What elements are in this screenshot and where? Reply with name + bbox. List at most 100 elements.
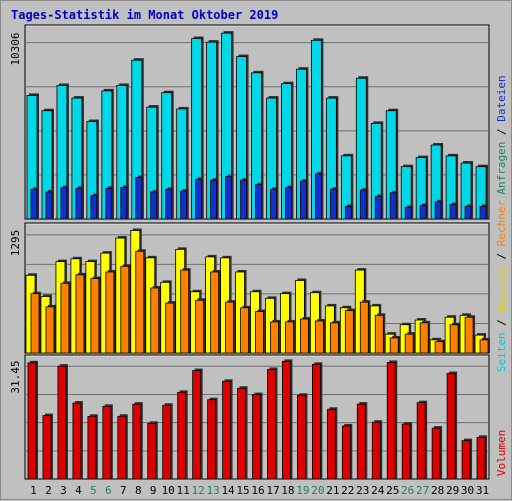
- bar-volumen-day-21: [326, 408, 336, 480]
- legend-anfragen-dateien-part-3: Dateien: [495, 75, 508, 121]
- bar-volumen-day-3: [57, 365, 67, 480]
- bar-rechner-day-21: [329, 322, 339, 354]
- bar-volumen-day-18: [282, 360, 291, 480]
- x-tick-label-day-2: 2: [45, 484, 52, 497]
- bar-rechner-day-18: [285, 321, 294, 354]
- x-tick-label-day-10: 10: [162, 484, 175, 497]
- bar-dateien-day-12: [195, 178, 203, 220]
- bar-volumen-day-11: [177, 391, 187, 480]
- bar-dateien-day-16: [255, 184, 262, 220]
- bar-volumen-day-19: [297, 394, 306, 480]
- x-tick-label-day-30: 30: [461, 484, 474, 497]
- x-tick-label-day-14: 14: [221, 484, 235, 497]
- bar-rechner-day-10: [165, 302, 175, 354]
- bar-dateien-day-4: [75, 187, 83, 220]
- bar-dateien-day-17: [270, 188, 277, 220]
- x-tick-label-day-11: 11: [177, 484, 190, 497]
- bar-dateien-day-11: [180, 190, 188, 220]
- bar-dateien-day-15: [240, 179, 247, 220]
- legend-seiten-besuche-rechner-part-3: Besuche: [495, 266, 508, 312]
- bar-volumen-day-24: [371, 421, 381, 480]
- bar-volumen-day-20: [311, 363, 321, 480]
- bar-volumen-day-14: [222, 380, 231, 480]
- bar-volumen-day-7: [117, 415, 127, 480]
- legend-seiten-besuche-rechner-part-4: /: [495, 246, 508, 266]
- bar-rechner-day-6: [105, 271, 115, 354]
- bar-rechner-day-9: [150, 287, 160, 354]
- bar-volumen-day-8: [132, 403, 142, 480]
- bar-rechner-day-13: [210, 271, 220, 354]
- bar-dateien-day-19: [300, 180, 307, 220]
- bar-dateien-day-10: [165, 188, 173, 220]
- bar-dateien-day-6: [105, 187, 113, 220]
- bar-dateien-day-2: [45, 191, 53, 220]
- x-tick-label-day-17: 17: [266, 484, 279, 497]
- bar-volumen-day-13: [207, 399, 217, 480]
- x-tick-label-day-6: 6: [105, 484, 112, 497]
- bar-rechner-day-2: [45, 306, 55, 354]
- bar-rechner-day-26: [404, 333, 414, 354]
- x-tick-label-day-15: 15: [236, 484, 249, 497]
- x-tick-label-day-27: 27: [416, 484, 429, 497]
- x-tick-label-day-25: 25: [386, 484, 399, 497]
- bar-rechner-day-24: [374, 314, 384, 354]
- bar-volumen-day-22: [341, 425, 351, 480]
- bar-volumen-day-5: [87, 415, 97, 480]
- x-tick-label-day-22: 22: [341, 484, 354, 497]
- bar-volumen-day-12: [192, 370, 202, 480]
- bar-rechner-day-7: [120, 265, 130, 354]
- bar-volumen-day-1: [27, 362, 37, 480]
- bar-volumen-day-25: [386, 362, 396, 480]
- bar-volumen-day-15: [237, 387, 246, 480]
- bar-rechner-day-27: [419, 322, 429, 354]
- bar-volumen-day-23: [356, 403, 366, 480]
- x-tick-label-day-5: 5: [90, 484, 97, 497]
- bar-dateien-day-26: [404, 206, 412, 220]
- bar-volumen-day-31: [476, 436, 486, 480]
- bar-volumen-day-4: [72, 402, 82, 480]
- bar-rechner-day-1: [30, 293, 40, 354]
- y-max-label-3: 31.45: [9, 360, 22, 393]
- bar-rechner-day-29: [449, 324, 459, 354]
- x-tick-label-day-8: 8: [135, 484, 142, 497]
- bar-dateien-day-7: [120, 187, 128, 220]
- bar-rechner-day-5: [90, 278, 100, 354]
- bar-dateien-day-23: [359, 189, 367, 220]
- x-tick-label-day-4: 4: [75, 484, 82, 497]
- y-max-label-2: 1295: [9, 230, 22, 257]
- x-tick-label-day-31: 31: [476, 484, 489, 497]
- bar-dateien-day-28: [434, 201, 442, 220]
- bar-dateien-day-9: [150, 191, 158, 220]
- x-tick-label-day-12: 12: [192, 484, 205, 497]
- bar-rechner-day-11: [180, 269, 190, 354]
- x-tick-label-day-9: 9: [150, 484, 157, 497]
- bar-dateien-day-30: [464, 205, 472, 220]
- bar-dateien-day-8: [135, 177, 143, 220]
- bar-rechner-day-15: [240, 307, 249, 354]
- legend-anfragen-dateien-part-2: /: [495, 122, 508, 142]
- bar-rechner-day-22: [344, 310, 354, 354]
- bar-dateien-day-18: [285, 187, 292, 220]
- x-tick-label-day-1: 1: [30, 484, 37, 497]
- bar-rechner-day-30: [464, 316, 474, 354]
- bar-volumen-day-30: [461, 440, 471, 480]
- bar-dateien-day-25: [389, 192, 397, 220]
- bar-volumen-day-10: [162, 404, 172, 480]
- chart-title: Tages-Statistik im Monat Oktober 2019: [11, 8, 278, 22]
- x-tick-label-day-7: 7: [120, 484, 127, 497]
- x-tick-label-day-21: 21: [326, 484, 339, 497]
- bar-dateien-day-24: [374, 196, 382, 220]
- bar-volumen-day-26: [401, 423, 411, 480]
- x-tick-label-day-20: 20: [311, 484, 324, 497]
- bar-rechner-day-8: [135, 250, 145, 354]
- bar-dateien-day-3: [60, 187, 68, 220]
- bar-dateien-day-5: [90, 195, 98, 220]
- bar-rechner-day-20: [314, 320, 324, 354]
- bar-dateien-day-1: [30, 188, 38, 220]
- x-tick-label-day-29: 29: [446, 484, 459, 497]
- x-tick-label-day-24: 24: [371, 484, 385, 497]
- x-tick-label-day-3: 3: [60, 484, 67, 497]
- bar-rechner-day-12: [195, 299, 205, 354]
- bar-volumen-day-17: [267, 369, 276, 480]
